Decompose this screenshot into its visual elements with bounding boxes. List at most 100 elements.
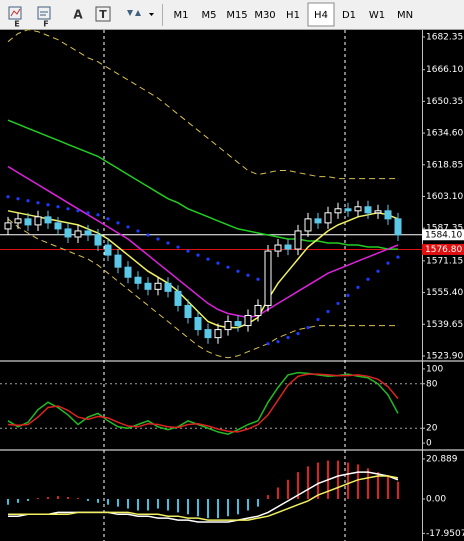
y-tick-label: 1618.85 (426, 160, 463, 170)
timeframe-button[interactable]: MN (397, 10, 413, 21)
histogram-bar (227, 498, 229, 517)
histogram-bar (147, 498, 149, 511)
y-tick-label: 1603.10 (426, 192, 463, 202)
candle-body (234, 321, 242, 327)
sar-dot (66, 207, 70, 211)
timeframe-button[interactable]: M30 (254, 10, 275, 21)
price-label: 1576.80 (425, 245, 462, 255)
sar-dot (26, 199, 30, 203)
histogram-bar (247, 498, 249, 511)
sar-dot (296, 332, 300, 336)
timeframe-button[interactable]: H1 (286, 10, 300, 21)
sar-dot (376, 269, 380, 273)
timeframe-button[interactable]: D1 (342, 10, 356, 21)
histogram-bar (137, 498, 139, 511)
candle-body (374, 210, 382, 214)
icon-shapes[interactable] (127, 10, 141, 16)
sar-dot (336, 301, 340, 306)
icon-frame[interactable] (95, 6, 111, 22)
candle-body (104, 244, 112, 256)
candle-body (294, 230, 302, 250)
candle-body (144, 282, 152, 290)
sar-dot (186, 249, 190, 253)
tool-label: F (43, 20, 48, 29)
timeframe-button[interactable]: M1 (174, 10, 189, 21)
sar-dot (6, 195, 10, 199)
timeframe-active[interactable] (307, 2, 335, 27)
timeframe-button[interactable]: W1 (369, 10, 385, 21)
sar-dot (356, 285, 360, 289)
icon-graph (10, 8, 21, 17)
histogram-bar (17, 498, 19, 503)
sar-dot (286, 336, 290, 340)
histogram-bar (7, 498, 9, 505)
histogram-bar (357, 464, 359, 499)
indicator-line (7, 29, 398, 180)
indicator-line (7, 165, 399, 319)
candle-body (44, 216, 52, 224)
candle-body (274, 244, 282, 252)
histogram-bar (187, 498, 189, 515)
sar-dot (46, 203, 50, 207)
timeframe-button[interactable]: H4 (314, 10, 328, 21)
sar-dot (166, 241, 170, 245)
candle-body (254, 304, 262, 317)
histogram-bar (287, 479, 289, 499)
histogram-bar (117, 498, 119, 507)
histogram-bar (317, 462, 319, 499)
sar-dot (86, 211, 90, 215)
candle-body (324, 212, 332, 224)
sar-dot (306, 325, 310, 330)
tool-label: T (99, 8, 107, 21)
histogram-bar (157, 498, 159, 509)
sar-dot (216, 261, 220, 265)
sar-dot (316, 317, 320, 322)
candle-body (344, 208, 352, 212)
y-tick-label: 1555.40 (426, 288, 463, 298)
tool-label: E (14, 20, 19, 29)
sar-dot (396, 255, 400, 259)
histogram-bar (377, 472, 379, 499)
sar-dot (36, 201, 40, 205)
sar-dot (256, 277, 260, 281)
histogram-bar (297, 472, 299, 499)
histogram-bar (67, 497, 69, 499)
timeframe-button[interactable]: M5 (202, 10, 217, 21)
histogram-bar (77, 498, 79, 499)
y-tick-label: 0.00 (426, 494, 446, 504)
histogram-bar (127, 498, 129, 509)
y-tick-label: 1650.35 (426, 97, 463, 107)
sar-dot (386, 261, 390, 265)
candle-body (174, 290, 182, 306)
icon-frame[interactable] (37, 6, 51, 20)
icon-dropdown[interactable] (149, 13, 154, 16)
histogram-bar (237, 498, 239, 515)
indicator-line (7, 210, 399, 329)
histogram-bar (337, 460, 339, 499)
candle-body (34, 216, 42, 226)
sar-dot (266, 342, 270, 346)
histogram-bar (27, 498, 29, 501)
histogram-bar (347, 462, 349, 499)
histogram-bar (257, 498, 259, 507)
price-label: 1584.10 (425, 230, 462, 240)
sar-dot (226, 265, 230, 269)
candle-body (284, 244, 292, 250)
candle-body (364, 206, 372, 214)
candle-body (64, 228, 72, 238)
indicator-line (8, 471, 399, 523)
icon-frame[interactable] (8, 6, 22, 20)
tool-label: A (73, 8, 83, 22)
candle-body (84, 230, 92, 236)
candle-body (134, 276, 142, 284)
candle-body (264, 250, 272, 306)
y-tick-label: -17.9507 (426, 529, 464, 539)
toolbar (0, 0, 464, 30)
sar-dot (146, 233, 150, 237)
histogram-bar (277, 487, 279, 499)
y-tick-label: 20.889 (426, 454, 458, 464)
y-tick-label: 100 (426, 364, 443, 374)
sar-dot (106, 217, 110, 221)
timeframe-button[interactable]: M15 (226, 10, 247, 21)
